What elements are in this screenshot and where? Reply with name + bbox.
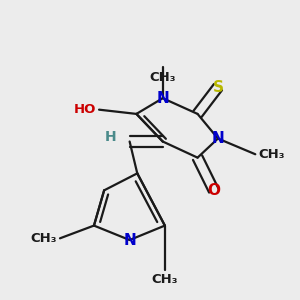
Text: O: O (207, 183, 220, 198)
Text: CH₃: CH₃ (149, 71, 176, 84)
Text: CH₃: CH₃ (259, 148, 285, 161)
Text: N: N (156, 91, 169, 106)
Text: S: S (212, 80, 224, 95)
Text: N: N (123, 232, 136, 247)
Text: HO: HO (73, 103, 96, 116)
Text: H: H (105, 130, 116, 144)
Text: CH₃: CH₃ (152, 273, 178, 286)
Text: N: N (212, 131, 224, 146)
Text: CH₃: CH₃ (30, 232, 57, 245)
